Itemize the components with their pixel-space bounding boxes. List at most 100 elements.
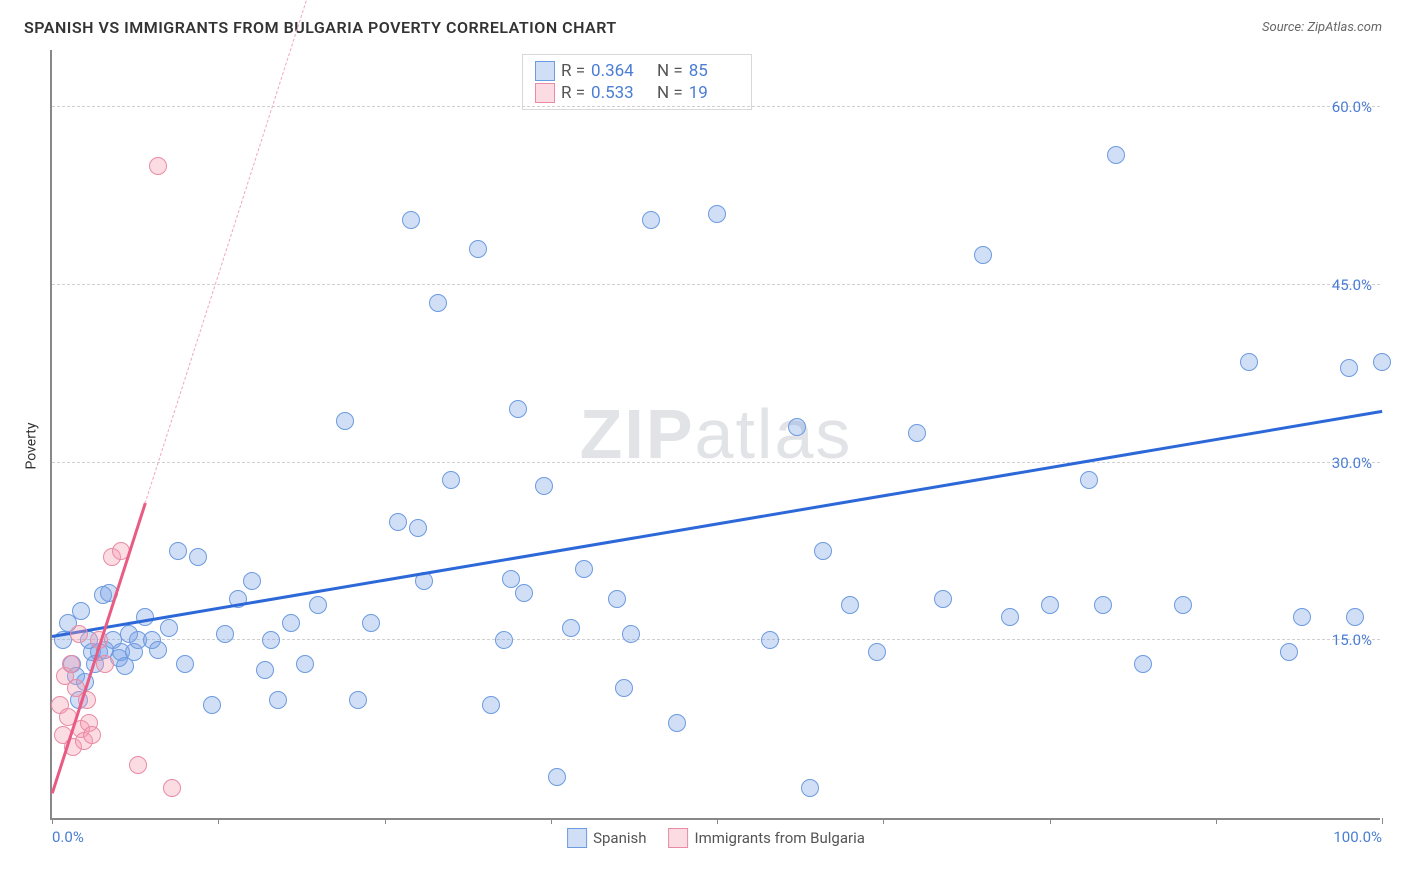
data-point xyxy=(389,513,407,531)
data-point xyxy=(788,418,806,436)
n-value: 19 xyxy=(689,83,739,103)
x-tick-label: 100.0% xyxy=(1333,828,1382,846)
header: SPANISH VS IMMIGRANTS FROM BULGARIA POVE… xyxy=(24,18,1382,37)
data-point xyxy=(336,412,354,430)
data-point xyxy=(814,542,832,560)
data-point xyxy=(622,625,640,643)
legend-stat-row: R =0.533N =19 xyxy=(535,83,739,103)
legend-swatch-icon xyxy=(535,61,555,81)
data-point xyxy=(1080,471,1098,489)
data-point xyxy=(668,714,686,732)
data-point xyxy=(908,424,926,442)
data-point xyxy=(1340,359,1358,377)
x-tick xyxy=(218,818,219,824)
legend-swatch-icon xyxy=(535,83,555,103)
data-point xyxy=(282,614,300,632)
data-point xyxy=(642,211,660,229)
data-point xyxy=(216,625,234,643)
data-point xyxy=(149,641,167,659)
n-value: 85 xyxy=(689,61,739,81)
y-axis-label: Poverty xyxy=(24,422,40,469)
data-point xyxy=(309,596,327,614)
y-tick-label: 15.0% xyxy=(1332,631,1372,649)
data-point xyxy=(160,619,178,637)
data-point xyxy=(1094,596,1112,614)
chart-title: SPANISH VS IMMIGRANTS FROM BULGARIA POVE… xyxy=(24,18,617,37)
r-value: 0.364 xyxy=(591,61,641,81)
data-point xyxy=(1293,608,1311,626)
legend-item-spanish: Spanish xyxy=(567,828,646,848)
x-tick xyxy=(551,818,552,824)
legend-swatch-icon xyxy=(567,828,587,848)
x-tick xyxy=(1382,818,1383,824)
series-legend: Spanish Immigrants from Bulgaria xyxy=(567,828,865,848)
data-point xyxy=(841,596,859,614)
chart-container: SPANISH VS IMMIGRANTS FROM BULGARIA POVE… xyxy=(0,0,1406,892)
x-tick xyxy=(717,818,718,824)
x-tick xyxy=(52,818,53,824)
r-value: 0.533 xyxy=(591,83,641,103)
data-point xyxy=(129,756,147,774)
data-point xyxy=(203,696,221,714)
data-point xyxy=(72,602,90,620)
data-point xyxy=(509,400,527,418)
data-point xyxy=(575,560,593,578)
gridline xyxy=(52,462,1380,463)
data-point xyxy=(1001,608,1019,626)
data-point xyxy=(256,661,274,679)
data-point xyxy=(429,294,447,312)
data-point xyxy=(442,471,460,489)
data-point xyxy=(708,205,726,223)
data-point xyxy=(1174,596,1192,614)
data-point xyxy=(801,779,819,797)
x-tick xyxy=(1216,818,1217,824)
data-point xyxy=(243,572,261,590)
data-point xyxy=(1041,596,1059,614)
data-point xyxy=(515,584,533,602)
data-point xyxy=(62,655,80,673)
source-attribution: Source: ZipAtlas.com xyxy=(1262,20,1382,35)
y-tick-label: 45.0% xyxy=(1332,276,1372,294)
x-tick xyxy=(883,818,884,824)
data-point xyxy=(495,631,513,649)
data-point xyxy=(409,519,427,537)
data-point xyxy=(469,240,487,258)
legend-stat-row: R =0.364N =85 xyxy=(535,61,739,81)
data-point xyxy=(934,590,952,608)
correlation-legend: R =0.364N =85R =0.533N =19 xyxy=(522,54,752,110)
data-point xyxy=(502,570,520,588)
gridline xyxy=(52,639,1380,640)
data-point xyxy=(176,655,194,673)
data-point xyxy=(70,625,88,643)
data-point xyxy=(362,614,380,632)
data-point xyxy=(1134,655,1152,673)
data-point xyxy=(1107,146,1125,164)
data-point xyxy=(402,211,420,229)
y-tick-label: 30.0% xyxy=(1332,454,1372,472)
data-point xyxy=(189,548,207,566)
data-point xyxy=(96,655,114,673)
legend-swatch-icon xyxy=(669,828,689,848)
data-point xyxy=(149,157,167,175)
data-point xyxy=(269,691,287,709)
gridline xyxy=(52,284,1380,285)
data-point xyxy=(615,679,633,697)
data-point xyxy=(349,691,367,709)
data-point xyxy=(169,542,187,560)
data-point xyxy=(262,631,280,649)
x-tick xyxy=(385,818,386,824)
x-tick-label: 0.0% xyxy=(52,828,84,846)
data-point xyxy=(548,768,566,786)
trendline-extrapolated xyxy=(145,0,345,504)
data-point xyxy=(608,590,626,608)
gridline xyxy=(52,106,1380,107)
data-point xyxy=(1373,353,1391,371)
data-point xyxy=(1240,353,1258,371)
data-point xyxy=(296,655,314,673)
y-tick-label: 60.0% xyxy=(1332,98,1372,116)
legend-item-bulgaria: Immigrants from Bulgaria xyxy=(669,828,865,848)
data-point xyxy=(1346,608,1364,626)
data-point xyxy=(482,696,500,714)
data-point xyxy=(974,246,992,264)
data-point xyxy=(1280,643,1298,661)
